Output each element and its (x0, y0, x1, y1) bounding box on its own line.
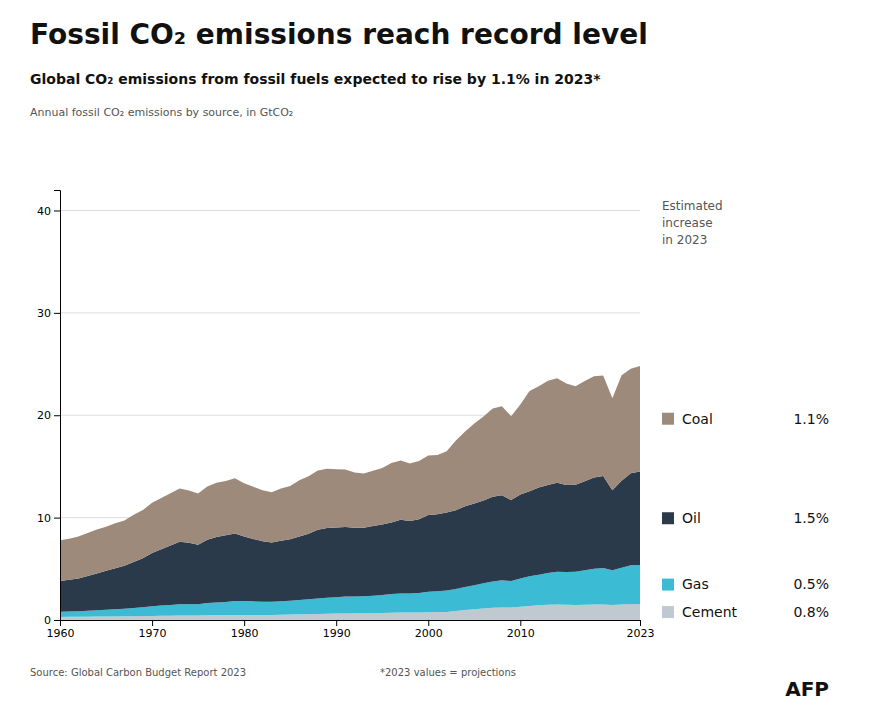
x-axis: 1960 1970 1980 1990 2000 2010 2023 (47, 620, 655, 640)
legend-label: Cement (682, 604, 738, 620)
legend-item: Coal 1.1% (662, 411, 829, 427)
x-tick-label: 1990 (323, 627, 351, 640)
x-tick-label: 1980 (231, 627, 259, 640)
x-tick-mark (152, 620, 153, 626)
legend-increase: 1.5% (793, 510, 829, 526)
x-tick-mark (520, 620, 521, 626)
y-tick-label: 40 (37, 204, 51, 217)
y-tick-mark (54, 415, 60, 416)
legend-increase: 0.8% (793, 604, 829, 620)
x-axis-line (61, 621, 641, 627)
grid-line (60, 312, 640, 313)
y-tick-label: 10 (37, 512, 51, 525)
y-tick-mark (54, 210, 60, 211)
y-tick-mark (54, 620, 60, 621)
legend-item: Gas 0.5% (662, 576, 829, 592)
x-tick-mark (336, 620, 337, 626)
legend-swatch (662, 512, 674, 524)
grid (60, 210, 640, 620)
legend-increase: 0.5% (793, 576, 829, 592)
legend-swatch (662, 606, 674, 618)
logo: AFP (785, 677, 829, 701)
x-tick: 2010 (507, 620, 535, 640)
chart: Fossil CO₂ emissions reach record level G… (0, 0, 869, 716)
x-tick-label: 2000 (415, 627, 443, 640)
y-axis-line (54, 191, 61, 621)
x-tick: 2000 (415, 620, 443, 640)
legend-item: Oil 1.5% (662, 510, 829, 526)
x-tick: 1990 (323, 620, 351, 640)
y-tick: 10 (37, 512, 60, 525)
y-axis-title: Annual fossil CO₂ emissions by source, i… (30, 106, 293, 119)
x-tick-mark (640, 620, 641, 626)
y-tick-label: 0 (44, 614, 51, 627)
y-axis: 0 10 20 30 40 (37, 191, 61, 628)
plot: 1960 1970 1980 1990 2000 2010 2023 0 10 20 30 40 (37, 191, 655, 640)
source: Source: Global Carbon Budget Report 2023 (30, 667, 246, 678)
y-tick: 40 (37, 204, 60, 217)
legend-label: Gas (682, 576, 709, 592)
y-tick-label: 20 (37, 409, 51, 422)
x-tick: 2023 (627, 620, 655, 640)
y-tick-mark (54, 313, 60, 314)
x-tick-label: 2023 (627, 627, 655, 640)
legend-label: Coal (682, 411, 713, 427)
legend-swatch (662, 413, 674, 425)
x-tick: 1980 (231, 620, 259, 640)
grid-line (60, 210, 640, 211)
y-tick: 30 (37, 307, 60, 320)
y-tick: 20 (37, 409, 60, 422)
x-tick-label: 1960 (47, 627, 75, 640)
subtitle: Global CO₂ emissions from fossil fuels e… (30, 71, 601, 87)
y-tick-label: 30 (37, 307, 51, 320)
legend: Coal 1.1% Oil 1.5% Gas 0.5% Cement 0.8% (662, 411, 829, 620)
x-tick-mark (428, 620, 429, 626)
legend-increase: 1.1% (793, 411, 829, 427)
x-tick-label: 1970 (139, 627, 167, 640)
title: Fossil CO₂ emissions reach record level (30, 18, 648, 51)
footnote: *2023 values = projections (380, 667, 516, 678)
x-tick-mark (244, 620, 245, 626)
x-tick: 1970 (139, 620, 167, 640)
legend-swatch (662, 579, 674, 591)
x-tick-label: 2010 (507, 627, 535, 640)
legend-item: Cement 0.8% (662, 604, 829, 620)
annotation: Estimatedincreasein 2023 (662, 199, 723, 247)
areas (60, 366, 640, 620)
legend-label: Oil (682, 510, 701, 526)
y-tick-mark (54, 518, 60, 519)
area (60, 366, 640, 581)
y-tick: 0 (44, 614, 60, 627)
